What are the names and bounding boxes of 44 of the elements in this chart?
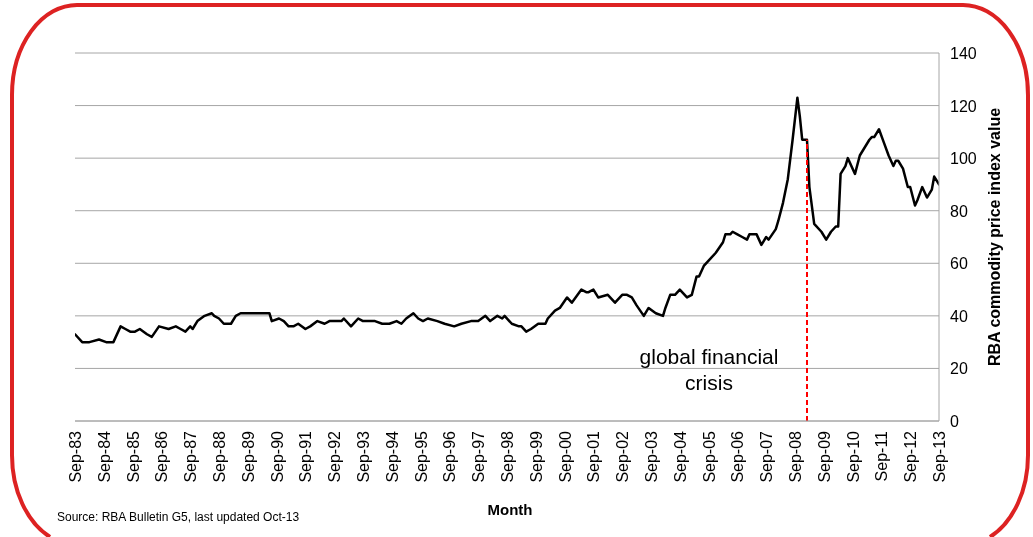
x-tick-label: Sep-98 — [498, 430, 516, 483]
x-tick-label: Sep-12 — [901, 430, 919, 483]
x-tick-label: Sep-00 — [556, 430, 574, 483]
x-tick-label: Sep-08 — [786, 430, 804, 483]
x-axis-title: Month — [487, 501, 533, 518]
x-tick-label: Sep-99 — [527, 430, 545, 483]
x-tick-label: Sep-06 — [728, 430, 746, 483]
y-tick-label: 60 — [950, 254, 968, 272]
y-tick-label: 0 — [950, 412, 959, 430]
x-tick-label: Sep-86 — [152, 430, 170, 483]
y-tick-label: 140 — [950, 44, 977, 62]
x-tick-label: Sep-97 — [469, 430, 487, 483]
x-tick-label: Sep-83 — [66, 430, 84, 483]
x-tick-label: Sep-94 — [383, 430, 401, 483]
x-tick-label: Sep-85 — [124, 430, 142, 483]
x-tick-label: Sep-93 — [354, 430, 372, 483]
x-tick-label: Sep-09 — [815, 430, 833, 483]
x-tick-label: Sep-88 — [210, 430, 228, 483]
y-tick-label: 80 — [950, 202, 968, 220]
x-tick-label: Sep-01 — [584, 430, 602, 483]
x-tick-label: Sep-07 — [757, 430, 775, 483]
x-tick-label: Sep-11 — [872, 430, 890, 482]
ref-line-label: global financial crisis — [639, 345, 779, 394]
x-tick-label: Sep-84 — [95, 430, 113, 483]
x-tick-label: Sep-92 — [325, 430, 343, 483]
source-note: Source: RBA Bulletin G5, last updated Oct-13 — [57, 510, 300, 525]
x-tick-label: Sep-04 — [671, 430, 689, 483]
x-tick-label: Sep-90 — [268, 430, 286, 483]
x-tick-label: Sep-87 — [181, 430, 199, 483]
y-tick-label: 100 — [950, 149, 977, 167]
x-tick-label: Sep-89 — [239, 430, 257, 483]
x-tick-label: Sep-95 — [412, 430, 430, 483]
x-tick-label: Sep-10 — [844, 430, 862, 483]
x-tick-label: Sep-13 — [930, 430, 948, 483]
y-tick-label: 20 — [950, 359, 968, 377]
y-tick-label: 40 — [950, 307, 968, 325]
y-axis-title: RBA commodity price index value — [985, 107, 1003, 367]
x-tick-label: Sep-05 — [700, 430, 718, 483]
x-tick-label: Sep-02 — [613, 430, 631, 483]
y-tick-label: 120 — [950, 97, 977, 115]
line-series — [75, 96, 939, 344]
x-tick-label: Sep-03 — [642, 430, 660, 483]
x-tick-label: Sep-91 — [296, 430, 314, 483]
x-tick-label: Sep-96 — [440, 430, 458, 483]
